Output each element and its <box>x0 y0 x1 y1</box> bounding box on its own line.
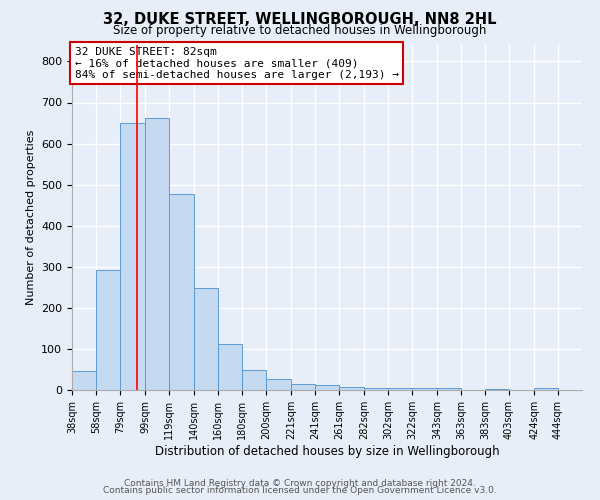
Text: Contains HM Land Registry data © Crown copyright and database right 2024.: Contains HM Land Registry data © Crown c… <box>124 478 476 488</box>
Bar <box>315 384 339 390</box>
Bar <box>388 388 412 390</box>
Bar <box>364 388 388 390</box>
Bar <box>437 388 461 390</box>
Bar <box>412 388 437 390</box>
Text: Contains public sector information licensed under the Open Government Licence v3: Contains public sector information licen… <box>103 486 497 495</box>
Bar <box>145 118 169 390</box>
Bar <box>218 344 242 390</box>
Bar <box>485 389 509 390</box>
Text: 32, DUKE STREET, WELLINGBOROUGH, NN8 2HL: 32, DUKE STREET, WELLINGBOROUGH, NN8 2HL <box>103 12 497 28</box>
Bar <box>291 384 315 390</box>
X-axis label: Distribution of detached houses by size in Wellingborough: Distribution of detached houses by size … <box>155 444 499 458</box>
Bar <box>96 270 120 390</box>
Bar <box>242 370 266 390</box>
Bar <box>120 122 145 390</box>
Bar <box>169 194 194 390</box>
Text: Size of property relative to detached houses in Wellingborough: Size of property relative to detached ho… <box>113 24 487 37</box>
Bar <box>194 288 218 390</box>
Bar <box>72 370 96 390</box>
Text: 32 DUKE STREET: 82sqm
← 16% of detached houses are smaller (409)
84% of semi-det: 32 DUKE STREET: 82sqm ← 16% of detached … <box>74 46 398 80</box>
Y-axis label: Number of detached properties: Number of detached properties <box>26 130 35 305</box>
Bar <box>339 387 364 390</box>
Bar <box>534 388 558 390</box>
Bar <box>266 379 291 390</box>
